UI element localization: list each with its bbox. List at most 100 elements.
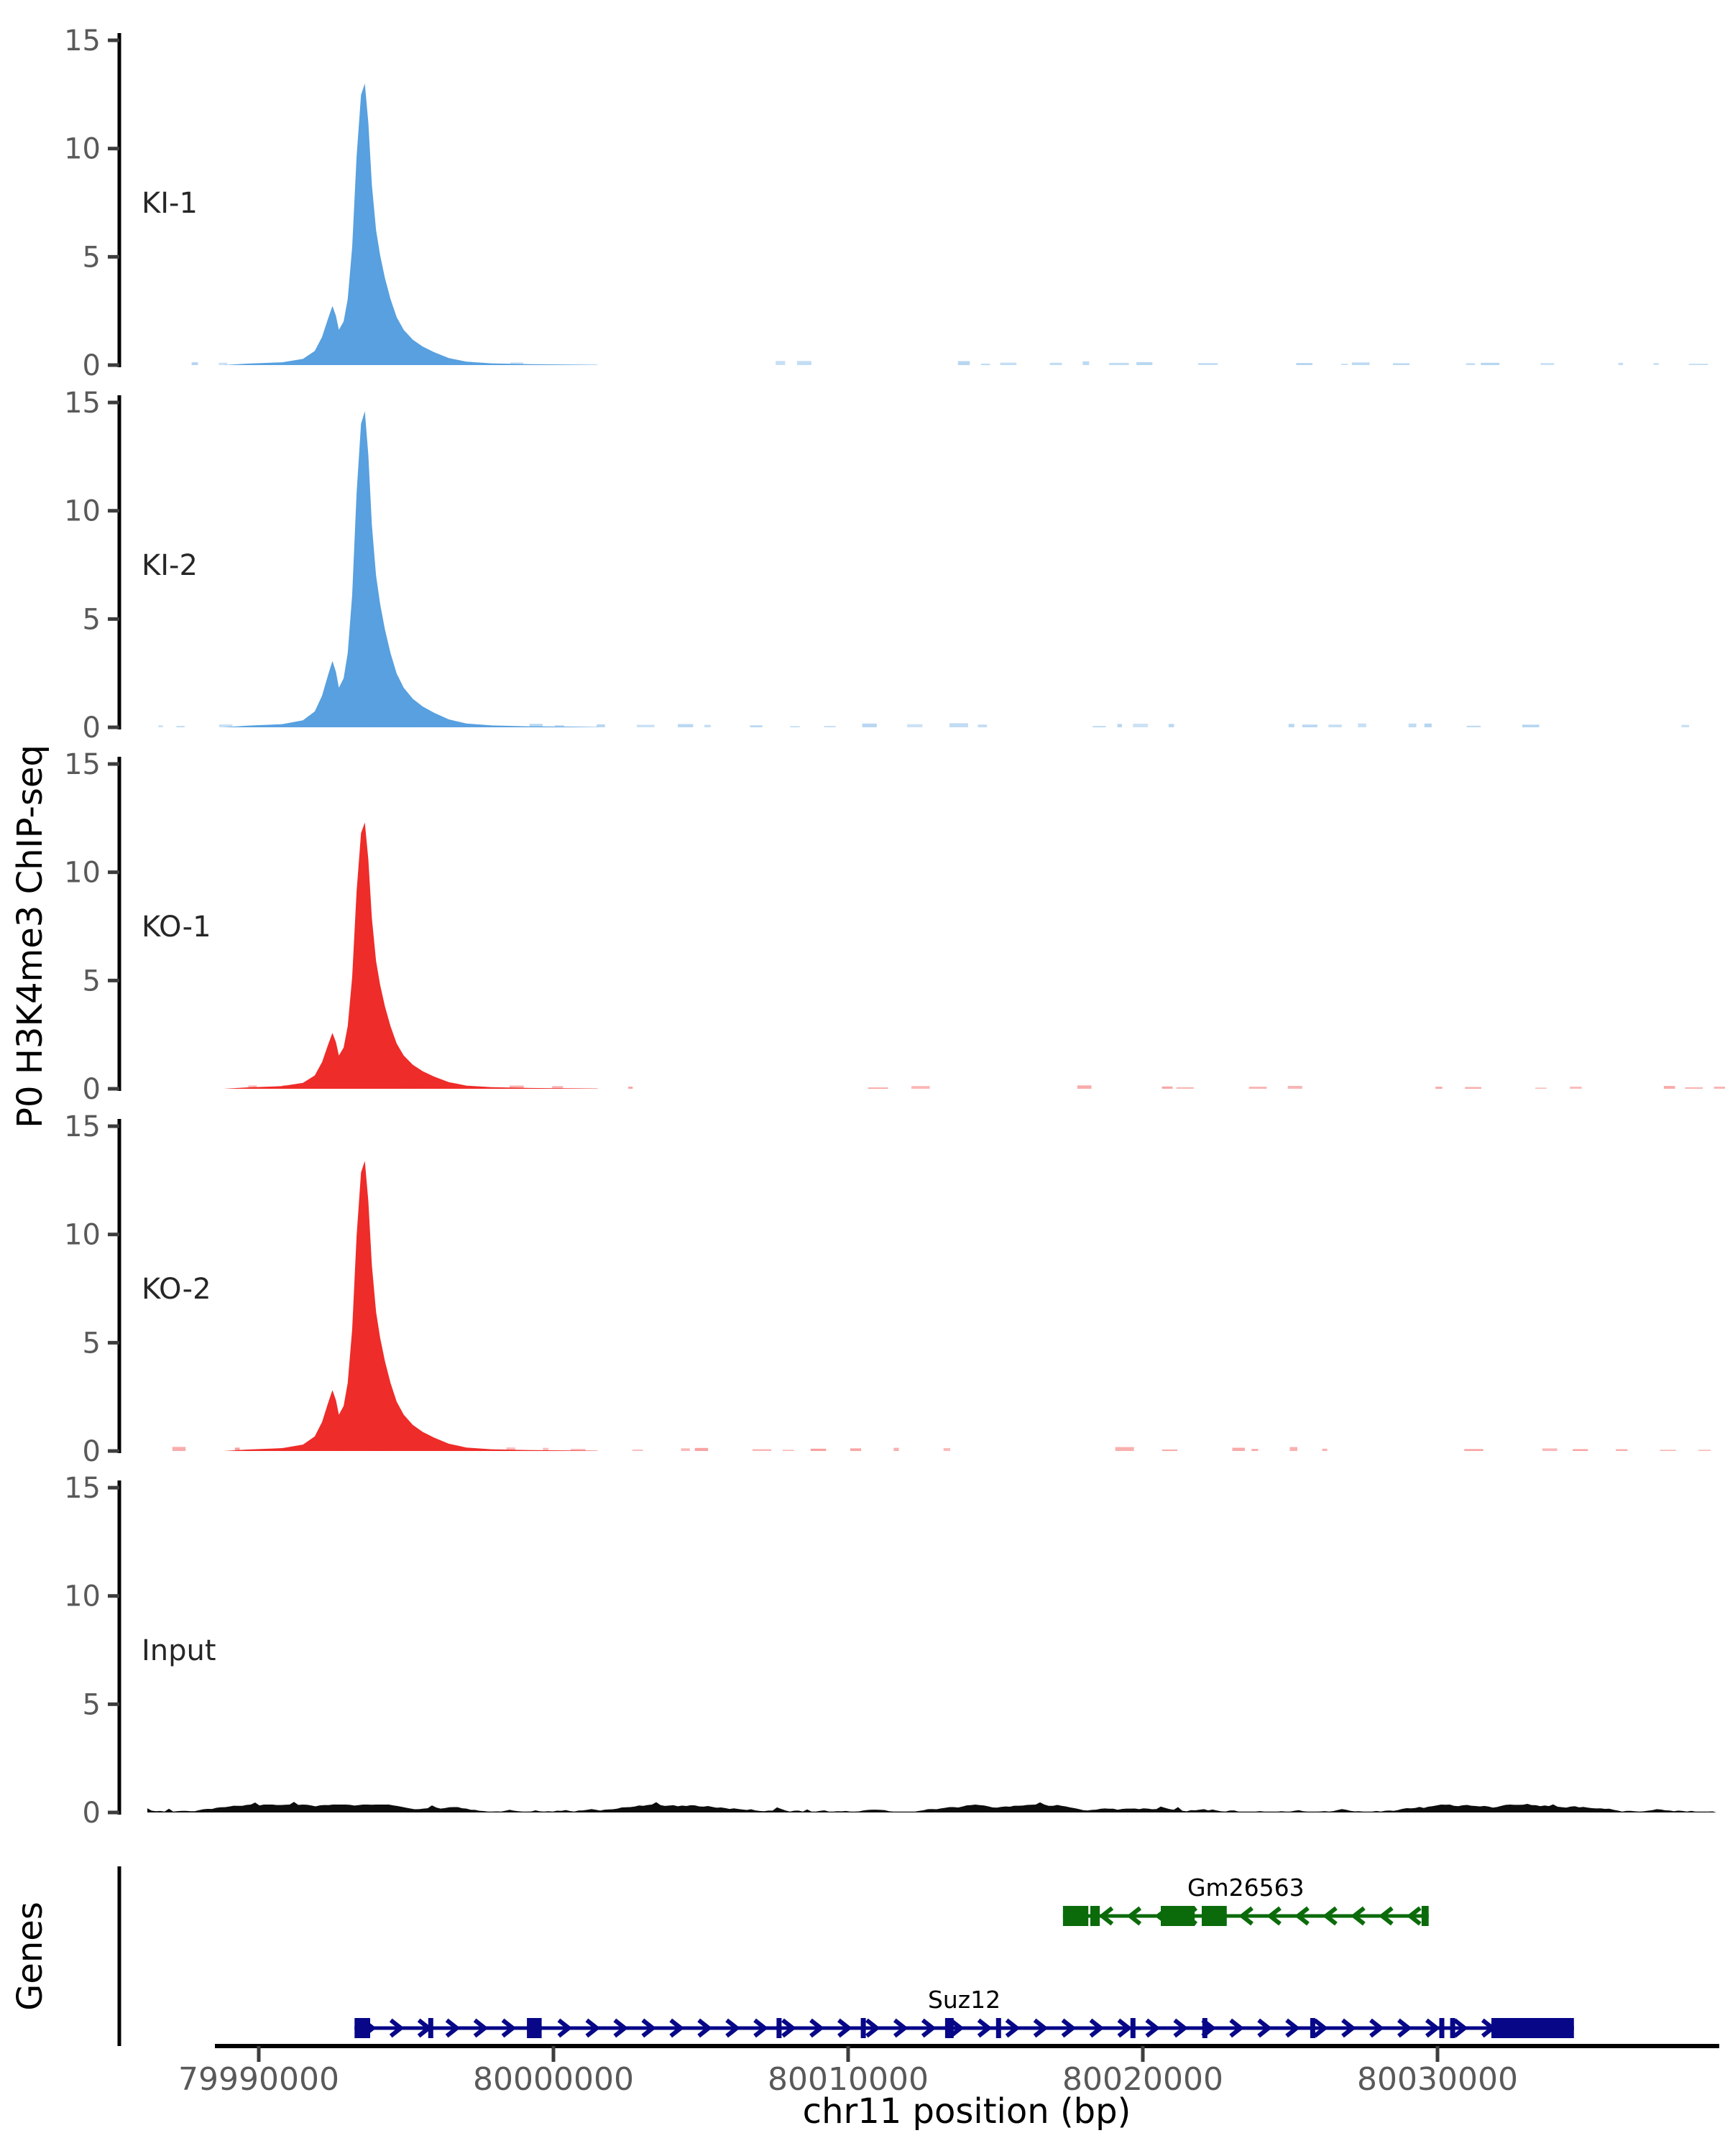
- baseline-noise-KI-2: [907, 724, 923, 727]
- baseline-noise-KO-1: [1248, 1087, 1267, 1089]
- baseline-noise-KO-2: [267, 1450, 288, 1451]
- coverage-area-KO-2: [223, 1161, 598, 1451]
- baseline-noise-KI-2: [176, 726, 185, 727]
- baseline-noise-KI-1: [1351, 362, 1370, 365]
- baseline-noise-KI-1: [1618, 362, 1624, 365]
- baseline-noise-KI-1: [191, 362, 198, 365]
- strand-arrow-Suz12: [1145, 2018, 1161, 2038]
- y-tick-label-KI-1-15: 15: [64, 24, 101, 57]
- strand-arrow-Suz12: [613, 2018, 629, 2038]
- gene-label-Suz12: Suz12: [928, 1986, 1000, 2014]
- coverage-area-KO-1: [223, 822, 598, 1089]
- strand-arrow-Suz12: [1425, 2018, 1440, 2038]
- exon-Suz12-5: [944, 2018, 954, 2038]
- baseline-noise-KI-1: [1198, 363, 1218, 365]
- baseline-noise-KI-2: [824, 726, 836, 727]
- baseline-noise-KO-2: [694, 1447, 709, 1451]
- strand-arrow-Suz12: [697, 2018, 713, 2038]
- baseline-noise-KI-2: [383, 724, 388, 727]
- baseline-noise-KO-1: [1435, 1087, 1443, 1089]
- x-tick-label-79990000: 79990000: [178, 2061, 339, 2098]
- strand-arrow-Suz12: [1089, 2018, 1105, 2038]
- baseline-noise-KI-1: [1688, 364, 1708, 365]
- baseline-noise-KI-2: [254, 726, 267, 727]
- strand-arrow-Suz12: [893, 2018, 908, 2038]
- baseline-noise-KO-2: [1115, 1447, 1134, 1451]
- baseline-noise-KI-2: [529, 724, 543, 727]
- baseline-noise-KI-2: [1288, 724, 1294, 727]
- strand-arrow-Suz12: [725, 2018, 740, 2038]
- strand-arrow-Suz12: [1005, 2018, 1021, 2038]
- track-label-Input: Input: [142, 1634, 216, 1667]
- strand-arrow-Gm26563: [1294, 1906, 1310, 1926]
- baseline-noise-KO-2: [1542, 1448, 1558, 1451]
- exon-Gm26563-1: [1090, 1906, 1100, 1926]
- baseline-noise-KI-1: [1136, 361, 1153, 365]
- y-tick-label-Input-15: 15: [64, 1472, 101, 1505]
- strand-arrow-Suz12: [389, 2018, 405, 2038]
- baseline-noise-KI-1: [776, 361, 786, 365]
- strand-arrow-Suz12: [641, 2018, 657, 2038]
- y-tick-label-Input-5: 5: [83, 1688, 101, 1721]
- baseline-noise-KI-2: [862, 723, 877, 727]
- coverage-area-Input: [147, 1802, 1716, 1812]
- y-tick-label-KI-2-0: 0: [83, 711, 101, 745]
- baseline-noise-KO-1: [1287, 1086, 1302, 1089]
- baseline-noise-KO-2: [406, 1450, 420, 1451]
- baseline-noise-KI-2: [597, 724, 605, 727]
- baseline-noise-KO-2: [1232, 1447, 1245, 1451]
- baseline-noise-KI-1: [1049, 362, 1062, 365]
- baseline-noise-KO-2: [681, 1448, 690, 1451]
- exon-Suz12-7: [1130, 2018, 1136, 2038]
- baseline-noise-KO-2: [783, 1450, 795, 1451]
- baseline-noise-KO-1: [1176, 1087, 1194, 1089]
- baseline-noise-KI-1: [796, 361, 811, 365]
- baseline-noise-KI-2: [949, 723, 968, 727]
- baseline-noise-KO-1: [1663, 1086, 1675, 1089]
- y-tick-label-KI-1-5: 5: [83, 241, 101, 274]
- exon-Gm26563-4: [1421, 1906, 1429, 1926]
- baseline-noise-KI-1: [218, 362, 228, 365]
- baseline-noise-KI-2: [1133, 724, 1149, 727]
- baseline-noise-KI-2: [750, 725, 763, 727]
- strand-arrow-Gm26563: [1378, 1906, 1394, 1926]
- strand-arrow-Suz12: [1257, 2018, 1273, 2038]
- exon-Suz12-0: [354, 2018, 370, 2038]
- y-tick-label-KO-1-0: 0: [83, 1073, 101, 1106]
- baseline-noise-KO-2: [372, 1448, 385, 1451]
- baseline-noise-KO-1: [552, 1086, 564, 1089]
- baseline-noise-KO-1: [282, 1085, 299, 1089]
- strand-arrow-Suz12: [865, 2018, 880, 2038]
- strand-arrow-Suz12: [1313, 2018, 1328, 2038]
- baseline-noise-KO-1: [510, 1085, 524, 1089]
- baseline-noise-KO-1: [1162, 1086, 1173, 1089]
- exon-Suz12-6: [995, 2018, 1001, 2038]
- baseline-noise-KI-2: [978, 724, 988, 727]
- strand-arrow-Suz12: [1229, 2018, 1245, 2038]
- baseline-noise-KI-1: [981, 364, 990, 365]
- baseline-noise-KI-2: [1092, 726, 1106, 727]
- y-tick-label-KI-1-10: 10: [64, 133, 101, 166]
- x-tick-label-80010000: 80010000: [768, 2061, 929, 2098]
- baseline-noise-KO-1: [911, 1086, 930, 1089]
- baseline-noise-KO-1: [1535, 1087, 1547, 1089]
- baseline-noise-KI-2: [1168, 724, 1174, 727]
- baseline-noise-KI-1: [342, 361, 361, 365]
- strand-arrow-Gm26563: [1351, 1906, 1366, 1926]
- strand-arrow-Suz12: [1173, 2018, 1189, 2038]
- baseline-noise-KO-2: [752, 1449, 771, 1451]
- exon-Suz12-10: [1439, 2018, 1445, 2038]
- y-tick-label-KO-2-15: 15: [64, 1110, 101, 1143]
- baseline-noise-KO-2: [943, 1447, 950, 1451]
- baseline-noise-KO-2: [893, 1447, 899, 1451]
- baseline-noise-KI-2: [1358, 723, 1366, 727]
- baseline-noise-KO-1: [1570, 1087, 1582, 1089]
- baseline-noise-KI-1: [1000, 362, 1017, 365]
- baseline-noise-KO-2: [234, 1447, 240, 1451]
- baseline-noise-KO-2: [304, 1449, 317, 1451]
- baseline-noise-KI-2: [218, 724, 233, 727]
- baseline-noise-KI-1: [311, 361, 320, 365]
- strand-arrow-Suz12: [557, 2018, 573, 2038]
- y-tick-label-KI-2-15: 15: [64, 387, 101, 420]
